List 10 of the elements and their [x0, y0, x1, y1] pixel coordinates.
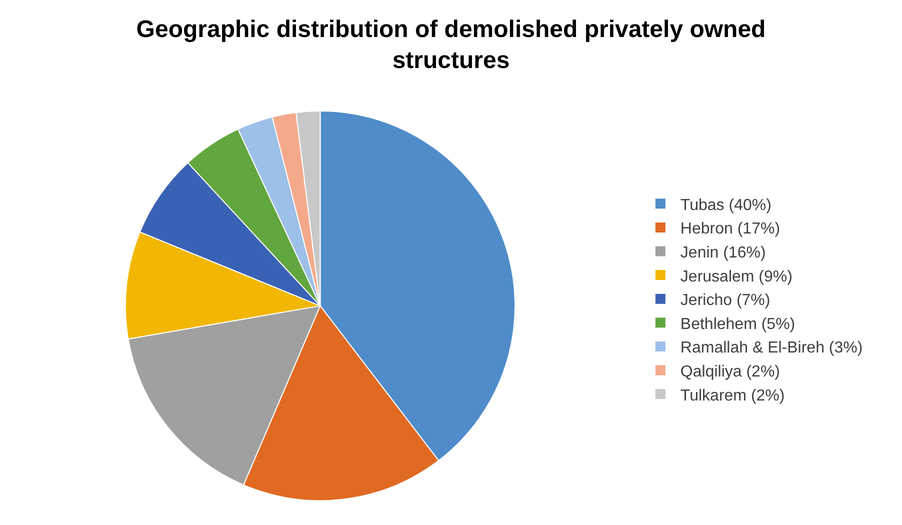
- legend-label: Bethlehem (5%): [680, 316, 796, 333]
- legend-label: Jerusalem (9%): [680, 268, 792, 286]
- chart-title: Geographic distribution of demolished privately owned structures: [136, 16, 766, 74]
- legend-label: Jenin (16%): [680, 244, 766, 262]
- legend-label: Qalqiliya (2%): [680, 363, 780, 380]
- legend-label: Tulkarem (2%): [680, 387, 785, 404]
- legend-label: Tubas (40%): [680, 196, 772, 214]
- legend-label: Jericho (7%): [680, 292, 770, 310]
- legend-label: Ramallah & El-Bireh (3%): [680, 340, 863, 357]
- legend-label: Hebron (17%): [680, 220, 780, 238]
